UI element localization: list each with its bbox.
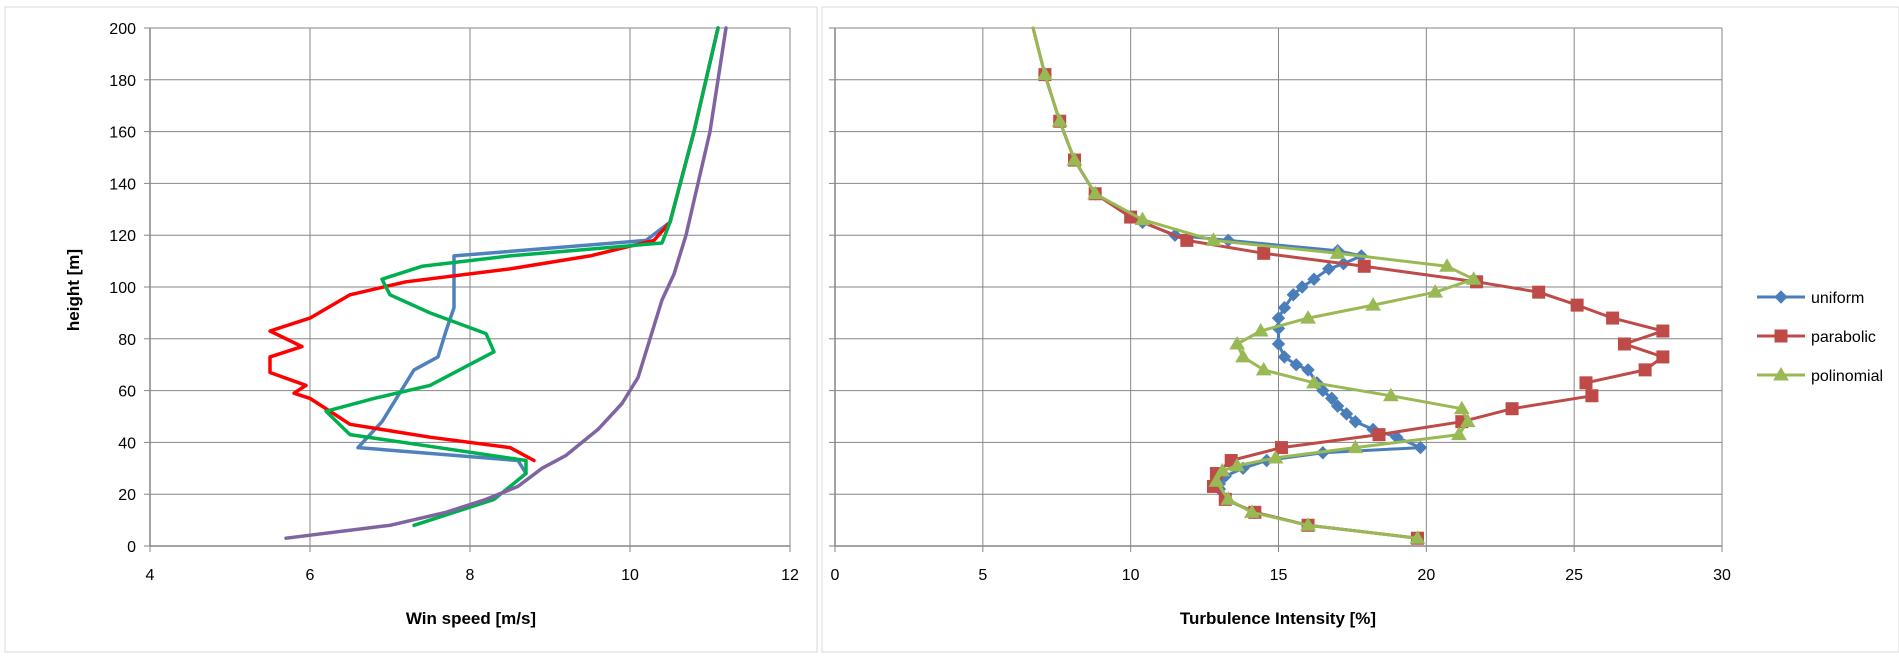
chart-1-y-tick-label: 80: [118, 332, 136, 349]
chart-1-y-tick-label: 140: [109, 176, 136, 193]
data-point-marker: [1506, 403, 1518, 415]
chart-1-y-tick-label: 180: [109, 73, 136, 90]
data-point-marker: [1571, 299, 1583, 311]
legend-swatch-marker: [1775, 330, 1787, 342]
data-point-marker: [1639, 364, 1651, 376]
data-point-marker: [1358, 260, 1370, 272]
chart-1-y-tick-label: 20: [118, 487, 136, 504]
chart-2-x-tick-label: 30: [1713, 567, 1731, 584]
chart-1-series-4: [286, 28, 726, 538]
data-point-marker: [1181, 234, 1193, 246]
data-point-marker: [1373, 429, 1385, 441]
chart-2-grid: [835, 28, 1722, 546]
chart-1-series-1: [358, 28, 718, 474]
data-point-marker: [1618, 338, 1630, 350]
chart-2-series-3: [1033, 28, 1481, 543]
chart-1-x-tick-label: 10: [621, 567, 639, 584]
chart-1-axes: [144, 28, 790, 552]
chart-2-x-tick-labels: 0 5 10 15 20 25 30: [831, 567, 1731, 584]
chart-1-x-tick-label: 6: [306, 567, 315, 584]
chart-2-series-2: [1033, 28, 1669, 544]
chart-2-x-tick-label: 20: [1417, 567, 1435, 584]
chart-2-legend: uniform parabolic polinomial: [1757, 290, 1883, 385]
legend-item-parabolic: parabolic: [1757, 329, 1876, 346]
chart-1-y-axis-title: height [m]: [64, 249, 83, 331]
chart-2-x-tick-label: 15: [1270, 567, 1288, 584]
legend-label: polinomial: [1811, 368, 1883, 385]
chart-1-series-line-1: [358, 28, 718, 474]
wind-speed-chart: 4 6 8 10 12 0 20 40 60 80 100 120 140 160 180 200 Win …: [64, 21, 799, 628]
chart-2-axes: [829, 28, 1722, 552]
data-point-marker: [1586, 390, 1598, 402]
data-point-marker: [1657, 325, 1669, 337]
chart-1-y-tick-label: 200: [109, 21, 136, 38]
chart-2-series: [1033, 28, 1669, 544]
chart-1-series: [270, 28, 726, 538]
legend-label: uniform: [1811, 290, 1864, 307]
chart-1-y-tick-label: 160: [109, 125, 136, 142]
chart-1-y-tick-labels: 0 20 40 60 80 100 120 140 160 180 200: [109, 21, 136, 556]
chart-1-x-tick-labels: 4 6 8 10 12: [146, 567, 799, 584]
data-point-marker: [1257, 363, 1271, 375]
chart-2-x-axis-title: Turbulence Intensity [%]: [1180, 609, 1376, 628]
data-point-marker: [1273, 338, 1285, 350]
chart-1-series-line-4: [286, 28, 726, 538]
chart-2-series-line-3: [1033, 28, 1474, 538]
chart-1-y-tick-label: 40: [118, 435, 136, 452]
chart-1-y-tick-label: 0: [127, 539, 136, 556]
chart-2-border: [822, 7, 1899, 652]
data-point-marker: [1236, 350, 1250, 362]
chart-1-x-tick-label: 8: [466, 567, 475, 584]
chart-1-grid: [150, 28, 790, 546]
chart-1-x-tick-label: 4: [146, 567, 155, 584]
data-point-marker: [1533, 286, 1545, 298]
chart-1-y-tick-label: 60: [118, 384, 136, 401]
data-point-marker: [1607, 312, 1619, 324]
chart-1-x-tick-label: 12: [781, 567, 799, 584]
legend-item-uniform: uniform: [1757, 290, 1864, 307]
data-point-marker: [1657, 351, 1669, 363]
data-point-marker: [1414, 442, 1426, 454]
turbulence-intensity-chart: 0 5 10 15 20 25 30 Turbulence Intensity [%] un…: [829, 28, 1883, 628]
legend-item-polinomial: polinomial: [1757, 368, 1883, 385]
legend-swatch-marker: [1775, 291, 1787, 303]
chart-1-y-tick-label: 120: [109, 228, 136, 245]
chart-2-series-line-2: [1033, 28, 1663, 538]
chart-1-y-tick-label: 100: [109, 280, 136, 297]
chart-2-x-tick-label: 25: [1565, 567, 1583, 584]
chart-2-x-tick-label: 5: [978, 567, 987, 584]
data-point-marker: [1258, 247, 1270, 259]
chart-2-x-tick-label: 10: [1122, 567, 1140, 584]
chart-1-x-axis-title: Win speed [m/s]: [406, 609, 536, 628]
data-point-marker: [1275, 442, 1287, 454]
data-point-marker: [1580, 377, 1592, 389]
legend-label: parabolic: [1811, 329, 1876, 346]
chart-2-x-tick-label: 0: [831, 567, 840, 584]
